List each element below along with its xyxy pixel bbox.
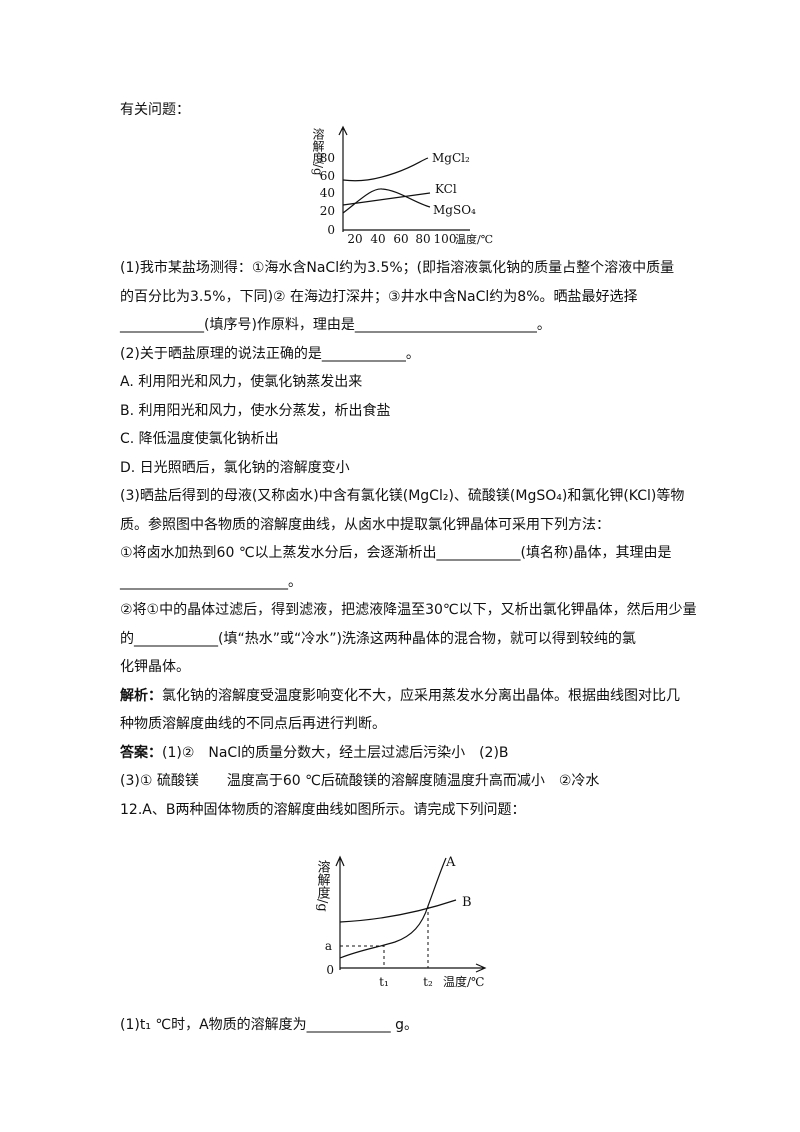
text-line: 化钾晶体。 xyxy=(120,657,190,677)
text: 质。参照图中各物质的溶解度曲线，从卤水中提取氯化钾晶体可采用下列方法： xyxy=(120,516,610,533)
curve xyxy=(342,188,431,214)
text-line: (2)关于晒盐原理的说法正确的是____________。 xyxy=(120,344,420,364)
text-line: (3)晒盐后得到的母液(又称卤水)中含有氯化镁(MgCl₂)、硫酸镁(MgSO₄… xyxy=(120,486,684,506)
text: 种物质溶解度曲线的不同点后再进行判断。 xyxy=(120,716,386,732)
text-line: ①将卤水加热到60 ℃以上蒸发水分后，会逐渐析出____________(填名称… xyxy=(120,543,671,563)
curve xyxy=(339,899,457,923)
text: 12.A、B两种固体物质的溶解度曲线如图所示。请完成下列问题： xyxy=(120,801,526,818)
y-tick-label: 60 xyxy=(320,169,335,183)
curve-label: B xyxy=(462,895,472,910)
y-axis-label: 溶解度/g xyxy=(315,860,331,912)
text-line: (3)① 硫酸镁 温度高于60 ℃后硫酸镁的溶解度随温度升高而减小 ②冷水 xyxy=(120,771,599,791)
text-line: 12.A、B两种固体物质的溶解度曲线如图所示。请完成下列问题： xyxy=(120,800,525,820)
y-tick-label: 0 xyxy=(326,963,334,977)
y-tick-label: a xyxy=(325,939,332,953)
x-tick-label: t₁ xyxy=(379,975,389,989)
curve-label: MgCl₂ xyxy=(432,151,470,165)
guide-lines xyxy=(340,906,429,968)
curve-label: A xyxy=(445,855,456,870)
text: 的百分比为3.5%，下同)② 在海边打深井；③井水中含NaCl约为8%。晒盐最好… xyxy=(120,288,638,305)
y-tick-label: 80 xyxy=(320,151,335,165)
text-line: ②将①中的晶体过滤后，得到滤液，把滤液降温至30℃以下，又析出氯化钾晶体，然后用… xyxy=(120,600,697,620)
y-tick-label: 40 xyxy=(320,186,335,200)
text: (1)我市某盐场测得：①海水含NaCl约为3.5%；(即指溶液氯化钠的质量占整个… xyxy=(120,260,675,276)
text: (2)关于晒盐原理的说法正确的是____________。 xyxy=(120,345,420,362)
curve-label: MgSO₄ xyxy=(433,203,476,217)
text-line: (1)我市某盐场测得：①海水含NaCl约为3.5%；(即指溶液氯化钠的质量占整个… xyxy=(120,258,674,278)
text: ②将①中的晶体过滤后，得到滤液，把滤液降温至30℃以下，又析出氯化钾晶体，然后用… xyxy=(120,602,697,618)
text: (1)② NaCl的质量分数大，经土层过滤后污染小 (2)B xyxy=(162,744,509,761)
x-tick-label: 60 xyxy=(393,232,408,246)
label: 解析： xyxy=(120,687,162,704)
y-tick-label: 0 xyxy=(327,223,335,237)
curve xyxy=(342,192,431,206)
text-line: ____________(填序号)作原料，理由是________________… xyxy=(120,315,551,335)
text: B. 利用阳光和风力，使水分蒸发，析出食盐 xyxy=(120,402,391,419)
text: ____________(填序号)作原料，理由是________________… xyxy=(120,317,551,333)
x-tick-label: 80 xyxy=(415,232,430,246)
figure-1: 溶解度/g 80 60 40 20 0 20 40 60 80 100 温度/℃… xyxy=(311,125,493,246)
text-line: B. 利用阳光和风力，使水分蒸发，析出食盐 xyxy=(120,401,391,421)
text-line: ________________________。 xyxy=(120,572,302,592)
x-tick-label: 100 xyxy=(434,232,457,246)
y-axis-label: 溶解度/g xyxy=(311,127,325,176)
text-line: A. 利用阳光和风力，使氯化钠蒸发出来 xyxy=(120,372,362,392)
text: C. 降低温度使氯化钠析出 xyxy=(120,431,279,447)
label: 答案： xyxy=(120,744,162,761)
intro: 有关问题： xyxy=(120,102,190,118)
text-line: 的百分比为3.5%，下同)② 在海边打深井；③井水中含NaCl约为8%。晒盐最好… xyxy=(120,287,638,307)
text: 氯化钠的溶解度受温度影响变化不大，应采用蒸发水分离出晶体。根据曲线图对比几 xyxy=(162,687,680,704)
figure-2: 溶解度/g a 0 t₁ t₂ 温度/℃ A B xyxy=(315,855,487,989)
y-tick-label: 20 xyxy=(320,204,335,218)
text: 化钾晶体。 xyxy=(120,659,190,675)
curve xyxy=(342,157,429,182)
question-line: (1)t₁ ℃时，A物质的溶解度为____________ g。 xyxy=(120,1017,419,1033)
text-line: 的____________(填“热水”或“冷水”)洗涤这两种晶体的混合物，就可以… xyxy=(120,629,636,649)
text: ________________________。 xyxy=(120,573,302,590)
text-line: 种物质溶解度曲线的不同点后再进行判断。 xyxy=(120,714,386,734)
x-axis-label: 温度/℃ xyxy=(455,232,493,246)
text: ①将卤水加热到60 ℃以上蒸发水分后，会逐渐析出____________(填名称… xyxy=(120,545,672,561)
text-line: 答案：(1)② NaCl的质量分数大，经土层过滤后污染小 (2)B xyxy=(120,743,509,763)
text-line: 质。参照图中各物质的溶解度曲线，从卤水中提取氯化钾晶体可采用下列方法： xyxy=(120,515,610,535)
text: (3)① 硫酸镁 温度高于60 ℃后硫酸镁的溶解度随温度升高而减小 ②冷水 xyxy=(120,773,600,789)
axes xyxy=(335,855,487,973)
text: (3)晒盐后得到的母液(又称卤水)中含有氯化镁(MgCl₂)、硫酸镁(MgSO₄… xyxy=(120,488,685,504)
curve-label: KCl xyxy=(435,182,457,196)
text-line: D. 日光照晒后，氯化钠的溶解度变小 xyxy=(120,458,350,478)
text: 的____________(填“热水”或“冷水”)洗涤这两种晶体的混合物，就可以… xyxy=(120,630,636,647)
x-axis-label: 温度/℃ xyxy=(443,974,484,989)
x-tick-label: 40 xyxy=(370,232,385,246)
text: A. 利用阳光和风力，使氯化钠蒸发出来 xyxy=(120,374,363,390)
text: D. 日光照晒后，氯化钠的溶解度变小 xyxy=(120,459,350,476)
x-tick-label: 20 xyxy=(347,232,362,246)
text-line: C. 降低温度使氯化钠析出 xyxy=(120,429,279,449)
text-line: 解析：氯化钠的溶解度受温度影响变化不大，应采用蒸发水分离出晶体。根据曲线图对比几 xyxy=(120,686,680,706)
x-tick-label: t₂ xyxy=(423,975,433,989)
curve xyxy=(339,857,447,959)
